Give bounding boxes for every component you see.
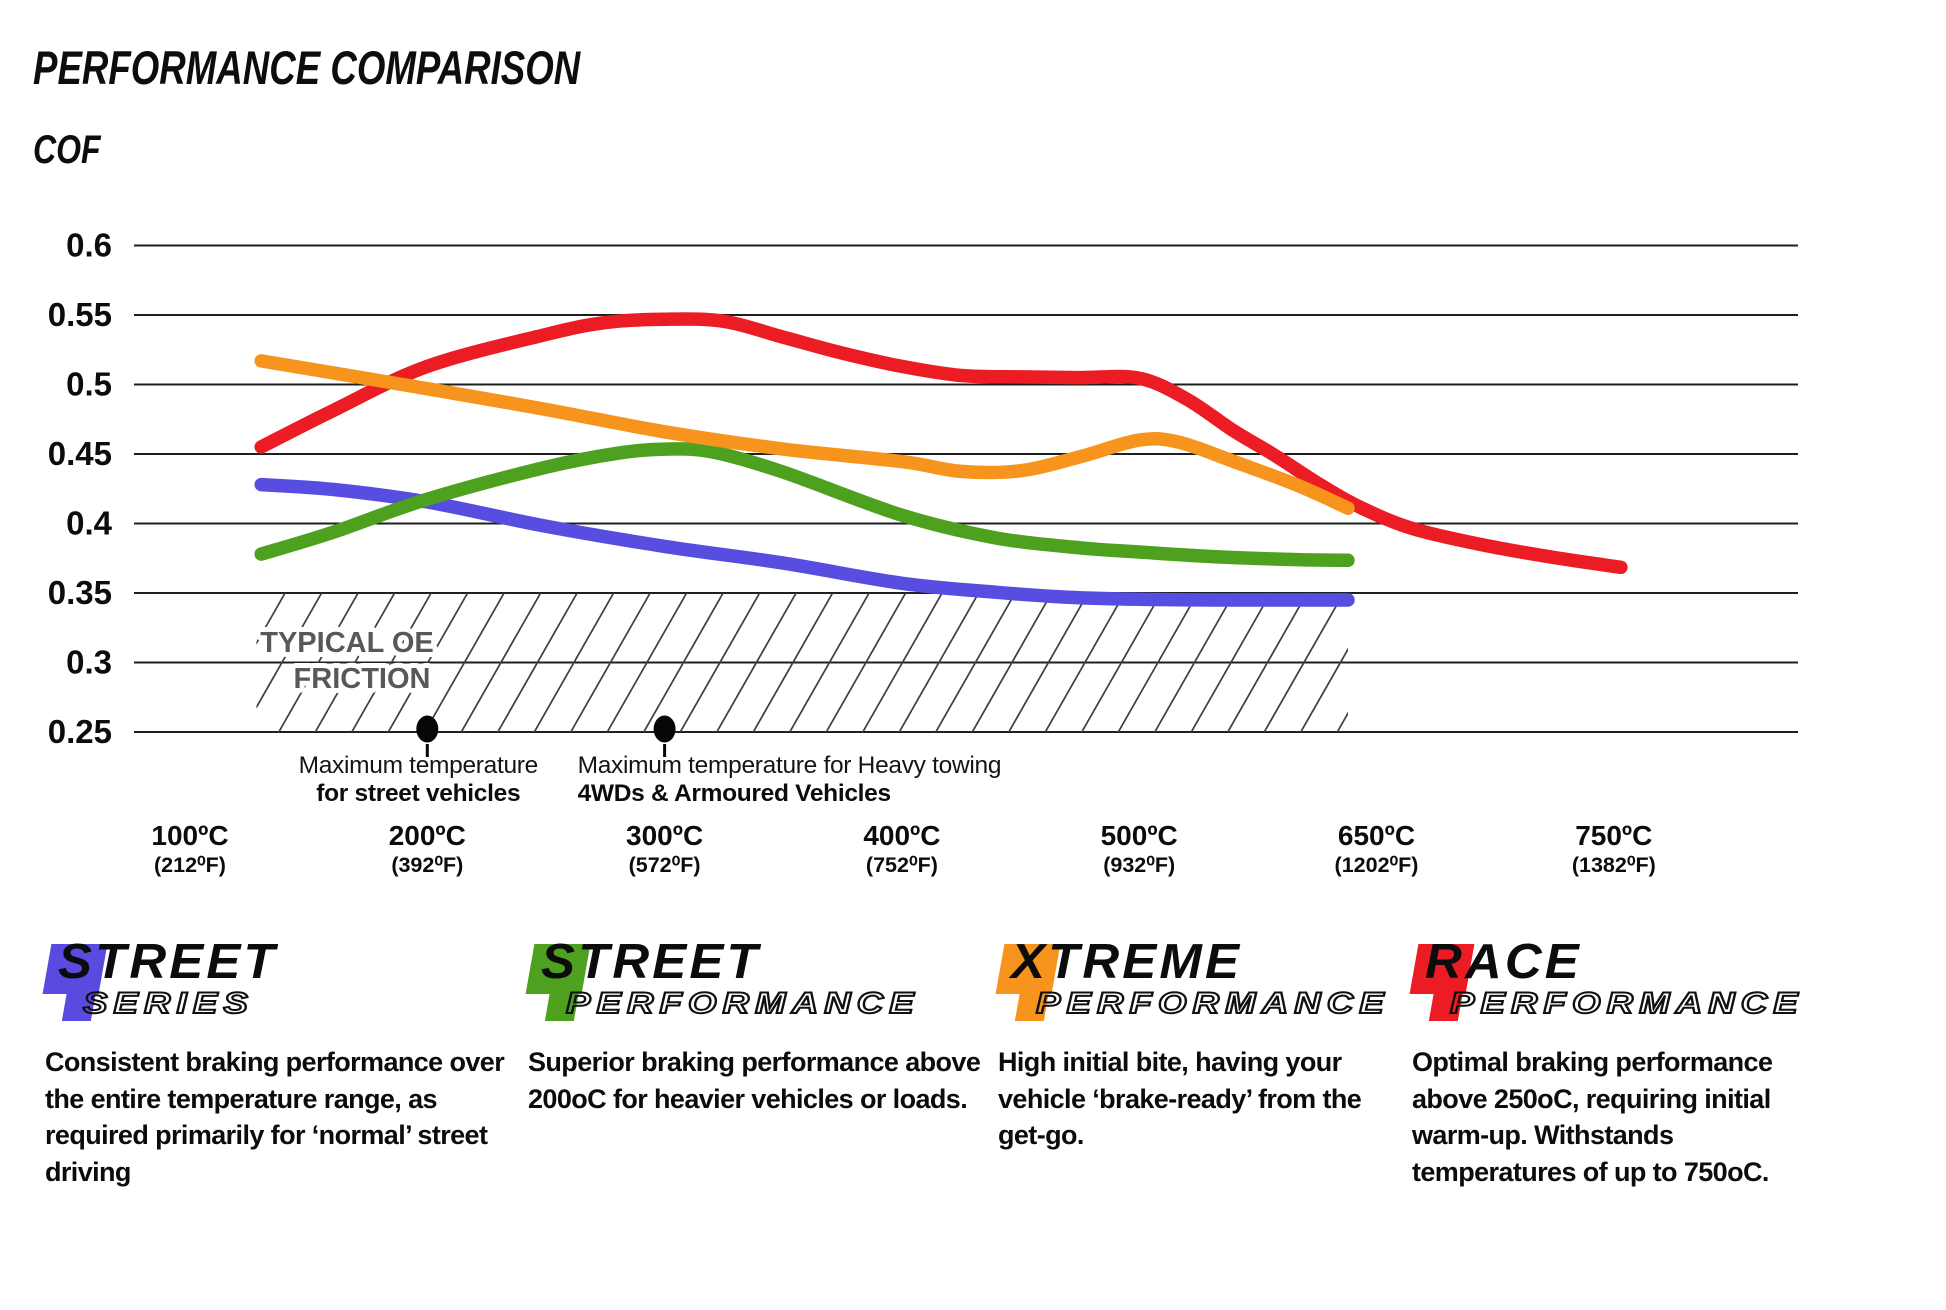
y-tick-label: 0.6: [66, 227, 112, 264]
x-tick-fahrenheit: (1202⁰F): [1335, 853, 1419, 877]
max-temp-dot: [416, 715, 439, 743]
hatch-line: [533, 593, 615, 732]
x-tick-fahrenheit: (572⁰F): [629, 853, 701, 877]
hatch-line: [1007, 593, 1090, 732]
x-axis-labels: 100ºC(212⁰F) 200ºC(392⁰F) 300ºC(572⁰F) 400º…: [151, 820, 1655, 877]
hatch-line: [934, 593, 1017, 732]
hatch-line: [256, 593, 323, 709]
hatch-line: [1117, 593, 1199, 732]
hatch-line: [1299, 647, 1349, 732]
y-tick-label: 0.4: [66, 505, 113, 542]
x-tick-celsius: 100ºC: [151, 820, 228, 851]
hatch-line: [861, 593, 944, 732]
hatch-line: [679, 593, 761, 732]
brand-logo: XTREME PERFORMANCE: [995, 935, 1398, 1044]
series-line-xtreme-performance: [254, 354, 1355, 515]
hatch-line: [1190, 593, 1272, 732]
hatch-line: [606, 593, 688, 732]
x-tick-fahrenheit: (752⁰F): [866, 853, 938, 877]
series-line-street-performance: [254, 442, 1355, 568]
hatch-line: [898, 593, 980, 732]
x-tick-celsius: 300ºC: [626, 820, 703, 851]
x-tick-fahrenheit: (392⁰F): [391, 853, 463, 877]
x-tick-celsius: 400ºC: [863, 820, 940, 851]
y-tick-label: 0.55: [48, 296, 112, 333]
y-tick-label: 0.3: [66, 644, 112, 681]
legend-item-race-performance: RACE PERFORMANCE Optimal braking perform…: [1409, 935, 1844, 1187]
x-tick-fahrenheit: (1382⁰F): [1572, 853, 1656, 877]
hatch-line: [1044, 593, 1126, 732]
hatch-line: [642, 593, 725, 732]
gridlines: 0.6 0.55 0.5 0.45 0.4 0.35 0.3 0.25: [48, 227, 1798, 750]
brand-sub: PERFORMANCE: [565, 986, 920, 1021]
brand-word: STREET: [58, 935, 278, 989]
hatch-line: [277, 593, 360, 732]
annotation-line1: Maximum temperature: [299, 752, 538, 779]
hatch-line: [971, 593, 1053, 732]
brand-logo: STREET SERIES: [42, 935, 515, 1044]
x-tick-celsius: 500ºC: [1101, 820, 1178, 851]
oe-friction-band: [256, 593, 1349, 732]
series-lines: [254, 312, 1628, 607]
x-tick-celsius: 750ºC: [1575, 820, 1652, 851]
y-axis-title: COF: [33, 128, 101, 172]
x-tick-fahrenheit: (932⁰F): [1103, 853, 1175, 877]
hatch-line: [752, 593, 834, 732]
annotation-line1: Maximum temperature for Heavy towing: [578, 752, 1002, 779]
brand-sub: PERFORMANCE: [1035, 986, 1390, 1021]
brand-sub: PERFORMANCE: [1449, 986, 1804, 1021]
hatch-line: [1153, 593, 1236, 732]
hatch-line: [350, 593, 433, 732]
max-temp-dot: [653, 715, 676, 743]
hatch-line: [1226, 593, 1309, 732]
annotation-line2: 4WDs & Armoured Vehicles: [578, 780, 891, 807]
hatch-line: [256, 593, 287, 645]
legend-item-street-series: STREET SERIES Consistent braking perform…: [42, 935, 515, 1187]
series-line-race-performance: [254, 312, 1628, 575]
y-tick-label: 0.5: [66, 366, 112, 403]
page-title: PERFORMANCE COMPARISON: [33, 41, 581, 94]
brand-word: XTREME: [1011, 935, 1243, 989]
hatch-line: [460, 593, 542, 732]
hatch-line: [387, 593, 469, 732]
brand-word: STREET: [541, 935, 761, 989]
hatch-line: [569, 593, 652, 732]
hatch-line: [1080, 593, 1163, 732]
x-tick-fahrenheit: (212⁰F): [154, 853, 226, 877]
legend-item-street-performance: STREET PERFORMANCE Superior braking perf…: [525, 935, 990, 1114]
hatch-line: [825, 593, 907, 732]
oe-band-label: TYPICAL OE: [260, 627, 434, 659]
brand-logo: RACE PERFORMANCE: [1409, 935, 1844, 1044]
brand-description: Optimal braking performance above 250oC,…: [1412, 1047, 1773, 1187]
x-tick-celsius: 650ºC: [1338, 820, 1415, 851]
hatch-line: [715, 593, 798, 732]
oe-band-label: FRICTION: [294, 663, 431, 695]
brand-description: Consistent braking performance over the …: [45, 1047, 505, 1187]
hatch-line: [314, 593, 396, 732]
annotation-line2: for street vehicles: [316, 780, 520, 807]
cof-chart: 0.6 0.55 0.5 0.45 0.4 0.35 0.3 0.25 TYPICAL OE FR…: [48, 227, 1798, 877]
hatch-line: [788, 593, 871, 732]
y-tick-label: 0.35: [48, 574, 112, 611]
hatch-line: [423, 593, 506, 732]
y-tick-label: 0.25: [48, 713, 112, 750]
legend-item-xtreme-performance: XTREME PERFORMANCE High initial bite, ha…: [995, 935, 1398, 1150]
brand-sub: SERIES: [82, 986, 254, 1021]
brand-description: Superior braking performance above 200oC…: [528, 1047, 981, 1114]
y-tick-label: 0.45: [48, 435, 112, 472]
brand-description: High initial bite, having your vehicle ‘…: [998, 1047, 1362, 1150]
brand-logo: STREET PERFORMANCE: [525, 935, 990, 1044]
hatch-line: [496, 593, 579, 732]
x-tick-celsius: 200ºC: [389, 820, 466, 851]
hatch-line: [1263, 593, 1345, 732]
brand-word: RACE: [1425, 935, 1582, 989]
